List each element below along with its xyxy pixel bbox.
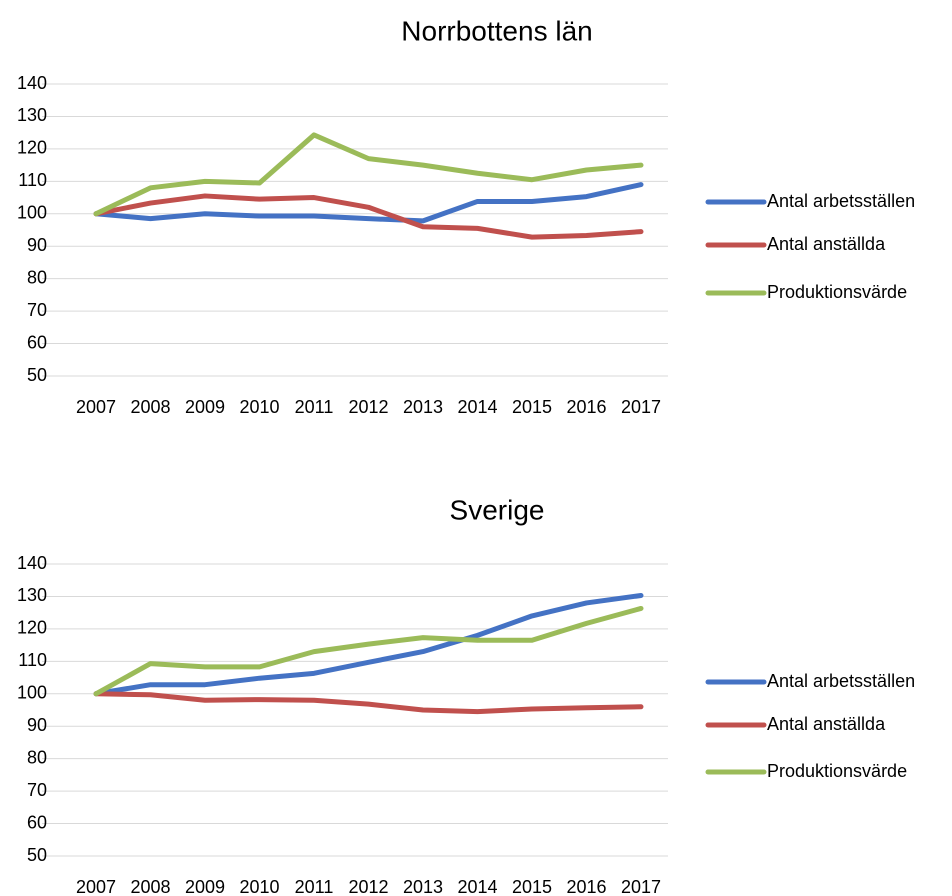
y-tick-label: 90 (27, 235, 47, 255)
y-tick-label: 110 (18, 650, 47, 670)
y-tick-label: 110 (18, 170, 47, 190)
x-tick-label: 2016 (566, 397, 606, 417)
y-tick-label: 120 (17, 138, 47, 158)
data-line (93, 132, 644, 217)
data-line (93, 691, 644, 715)
legend-label: Produktionsvärde (767, 761, 907, 781)
x-tick-label: 2009 (185, 397, 225, 417)
legend-label: Antal arbetsställen (767, 191, 915, 211)
x-tick-label: 2010 (239, 877, 279, 896)
chart-title: Norrbottens län (401, 15, 592, 46)
y-tick-label: 60 (27, 812, 47, 832)
y-tick-label: 70 (27, 300, 47, 320)
y-tick-label: 50 (27, 365, 47, 385)
y-tick-label: 70 (27, 780, 47, 800)
x-tick-label: 2012 (348, 397, 388, 417)
x-tick-label: 2009 (185, 877, 225, 896)
y-tick-label: 130 (17, 105, 47, 125)
data-line (93, 193, 644, 240)
data-line (93, 592, 644, 697)
x-tick-label: 2008 (130, 397, 170, 417)
y-tick-label: 140 (17, 553, 47, 573)
x-tick-label: 2014 (457, 397, 497, 417)
x-tick-label: 2013 (403, 877, 443, 896)
x-tick-label: 2007 (76, 397, 116, 417)
x-tick-label: 2015 (512, 877, 552, 896)
y-tick-label: 140 (17, 73, 47, 93)
legend-label: Antal arbetsställen (767, 671, 915, 691)
x-tick-label: 2008 (130, 877, 170, 896)
data-line (93, 182, 644, 224)
x-tick-label: 2007 (76, 877, 116, 896)
y-tick-label: 80 (27, 267, 47, 287)
x-tick-label: 2015 (512, 397, 552, 417)
x-tick-label: 2013 (403, 397, 443, 417)
data-line (93, 605, 644, 697)
x-tick-label: 2017 (621, 877, 661, 896)
y-tick-label: 80 (27, 747, 47, 767)
y-tick-label: 120 (17, 618, 47, 638)
y-tick-label: 100 (17, 683, 47, 703)
x-tick-label: 2012 (348, 877, 388, 896)
x-tick-label: 2017 (621, 397, 661, 417)
y-tick-label: 60 (27, 332, 47, 352)
y-tick-label: 90 (27, 715, 47, 735)
y-tick-label: 130 (17, 585, 47, 605)
x-tick-label: 2011 (295, 397, 334, 417)
y-tick-label: 50 (27, 845, 47, 865)
x-tick-label: 2014 (457, 877, 497, 896)
y-tick-label: 100 (17, 203, 47, 223)
legend-label: Produktionsvärde (767, 282, 907, 302)
x-tick-label: 2011 (295, 877, 334, 896)
x-tick-label: 2016 (566, 877, 606, 896)
chart-title: Sverige (450, 494, 545, 525)
legend-label: Antal anställda (767, 234, 886, 254)
legend-label: Antal anställda (767, 714, 886, 734)
x-tick-label: 2010 (239, 397, 279, 417)
